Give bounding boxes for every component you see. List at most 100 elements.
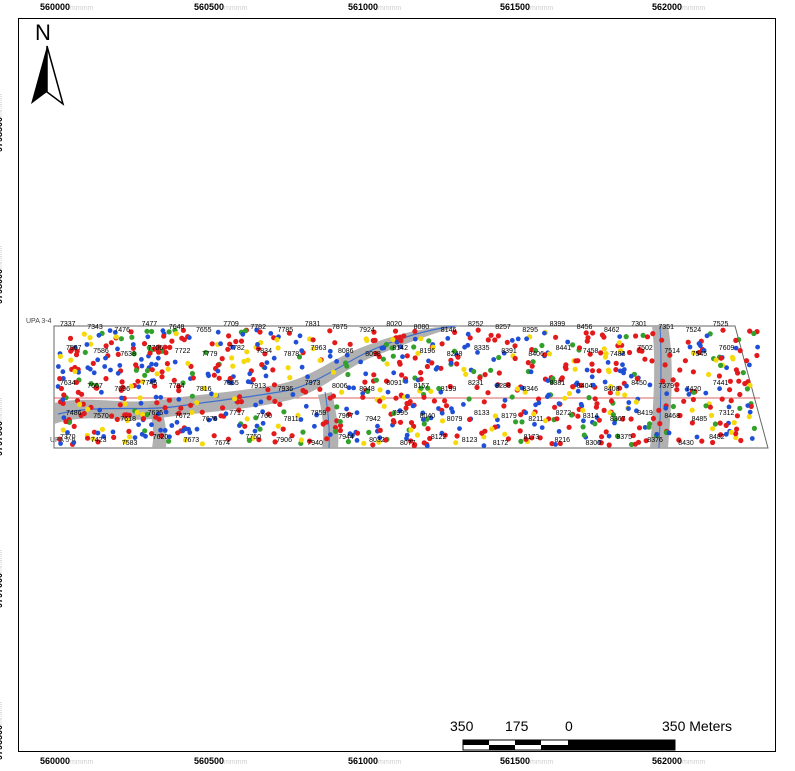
sample-point [587, 351, 593, 357]
sample-point [362, 379, 368, 385]
sample-point [131, 351, 137, 357]
point-label: 8077 [400, 440, 416, 447]
sample-point [189, 409, 195, 415]
point-label: 7620 [153, 434, 169, 441]
scale-bar: 350 175 0 350 Meters [450, 718, 750, 758]
sample-point [166, 397, 172, 403]
sample-point [103, 355, 108, 361]
sample-point [623, 334, 629, 340]
sample-point [115, 351, 121, 357]
sample-point [172, 359, 178, 365]
sample-point [485, 390, 491, 396]
sample-point [394, 339, 400, 345]
point-label: 8391 [501, 348, 517, 355]
sample-point [704, 333, 710, 339]
point-label: 7859 [311, 410, 327, 417]
sample-point [68, 357, 74, 363]
sample-point [420, 410, 426, 416]
sample-point [241, 358, 247, 365]
sample-point [287, 375, 293, 381]
sample-point [654, 431, 660, 437]
sample-point [169, 423, 175, 428]
sample-point [694, 434, 700, 440]
sample-point [439, 418, 446, 424]
sample-point [644, 334, 651, 340]
sample-point [596, 417, 602, 423]
sample-point [154, 400, 160, 406]
point-label: 8450 [631, 380, 647, 387]
sample-point [412, 336, 418, 342]
sample-point [728, 429, 734, 435]
sample-point [143, 433, 148, 439]
sample-point [244, 416, 250, 422]
sample-point [424, 443, 430, 449]
sample-point [147, 350, 153, 356]
sample-point [185, 360, 191, 366]
x-tick-top-560000: 560000mmmm [40, 2, 94, 12]
sample-point [167, 434, 172, 440]
sample-point [216, 375, 222, 381]
sample-point [218, 413, 224, 419]
sample-point [425, 385, 431, 391]
sample-point [580, 407, 586, 413]
sample-point [119, 379, 125, 385]
sample-point [438, 389, 444, 395]
sample-point [628, 373, 634, 379]
sample-point [744, 358, 750, 364]
sample-point [717, 420, 723, 426]
sample-point [670, 403, 677, 410]
scale-bar-graphic [462, 739, 676, 751]
sample-point [136, 422, 142, 427]
sample-point [166, 438, 172, 444]
sample-point [720, 327, 726, 333]
point-label: 8375 [616, 434, 632, 441]
sample-point [421, 394, 427, 400]
sample-point [238, 399, 244, 405]
sample-point [463, 371, 469, 377]
sample-point [557, 440, 563, 447]
sample-point [371, 329, 377, 335]
sample-point [528, 369, 534, 375]
sample-point [733, 345, 739, 351]
sample-point [400, 354, 405, 360]
sample-point [575, 413, 581, 419]
sample-point [300, 429, 306, 435]
sample-point [201, 385, 207, 391]
sample-point [229, 355, 235, 361]
sample-point [127, 434, 133, 440]
sample-point [733, 431, 739, 437]
sample-point [360, 394, 366, 400]
point-label: 8404 [577, 383, 593, 390]
sample-point [754, 352, 760, 359]
sample-point [389, 345, 395, 351]
sample-point [650, 415, 657, 422]
sample-point [383, 341, 389, 348]
point-label: 8367 [610, 416, 626, 423]
sample-point [298, 417, 304, 422]
sample-point [676, 437, 682, 443]
sample-point [556, 429, 562, 434]
point-label: 8179 [501, 413, 517, 420]
sample-point [358, 359, 363, 365]
sample-point [533, 402, 538, 408]
sample-point [718, 362, 724, 368]
point-label: 8080 [414, 324, 430, 331]
point-label: 7940 [307, 440, 323, 447]
sample-point [327, 432, 333, 437]
scale-label-0: 0 [565, 718, 573, 734]
sample-point [171, 377, 177, 383]
sample-point [465, 331, 471, 337]
sample-point [624, 383, 629, 389]
sample-point [531, 411, 537, 417]
sample-point [337, 422, 344, 429]
sample-point [186, 335, 192, 340]
sample-point [436, 385, 442, 392]
sample-point [87, 335, 93, 341]
sample-point [410, 403, 416, 409]
sample-point [563, 366, 569, 372]
sample-point [258, 399, 264, 405]
sample-point [94, 385, 100, 391]
sample-point [99, 426, 105, 432]
sample-point [553, 334, 559, 340]
